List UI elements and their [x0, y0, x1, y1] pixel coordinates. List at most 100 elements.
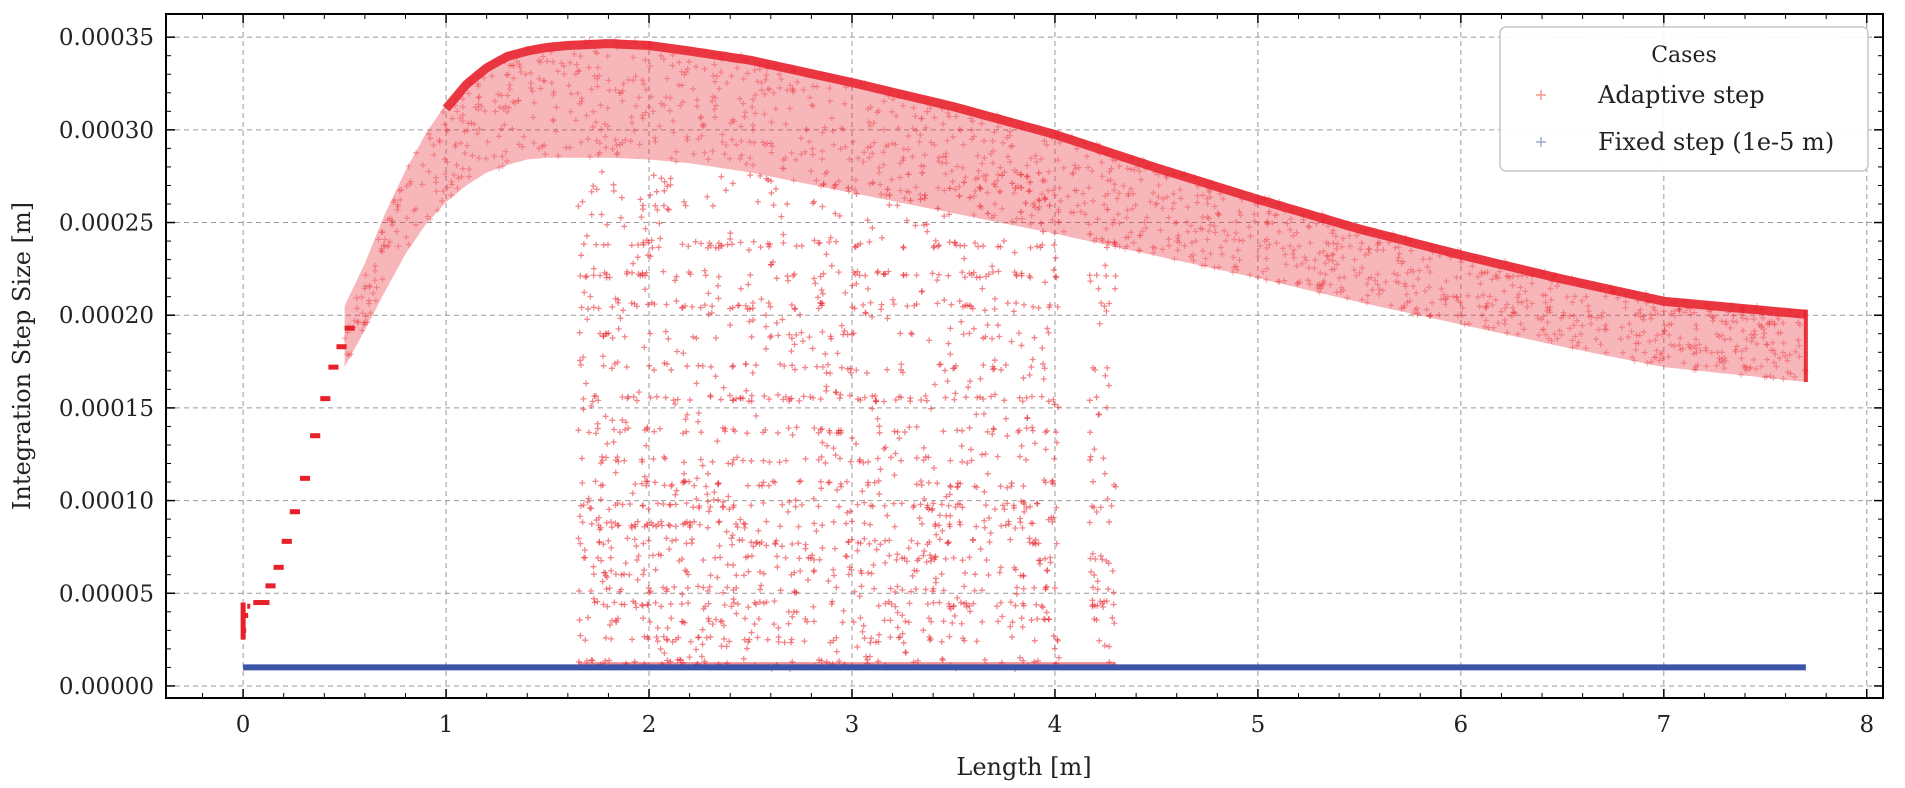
adaptive-point	[903, 188, 910, 195]
adaptive-point	[1187, 222, 1194, 229]
adaptive-point	[818, 453, 825, 460]
adaptive-point	[632, 481, 639, 488]
adaptive-point	[979, 160, 986, 167]
adaptive-point	[1619, 349, 1626, 356]
adaptive-point	[746, 138, 753, 145]
adaptive-point	[935, 154, 942, 161]
adaptive-point	[1038, 393, 1045, 400]
adaptive-point	[903, 217, 910, 224]
adaptive-point	[1542, 299, 1549, 306]
adaptive-point	[921, 495, 928, 502]
adaptive-point	[1330, 240, 1337, 247]
adaptive-point	[1114, 195, 1121, 202]
adaptive-point	[621, 601, 628, 608]
adaptive-point	[515, 97, 522, 104]
adaptive-point	[1582, 345, 1589, 352]
adaptive-point	[616, 141, 623, 148]
adaptive-point	[705, 470, 712, 477]
adaptive-point	[1251, 218, 1258, 225]
adaptive-point	[871, 139, 878, 146]
adaptive-point	[1026, 273, 1033, 280]
adaptive-band-area	[344, 39, 1806, 382]
adaptive-point	[1544, 307, 1551, 314]
adaptive-point	[645, 635, 652, 642]
adaptive-point	[616, 429, 623, 436]
adaptive-point	[604, 241, 611, 248]
adaptive-point	[379, 229, 386, 236]
adaptive-point	[555, 152, 562, 159]
adaptive-point	[822, 459, 829, 466]
adaptive-point	[1006, 132, 1013, 139]
adaptive-point	[1100, 455, 1107, 462]
adaptive-point	[1051, 192, 1058, 199]
adaptive-point	[1571, 293, 1578, 300]
adaptive-point	[1547, 304, 1554, 311]
adaptive-point	[1120, 182, 1127, 189]
adaptive-point	[745, 281, 752, 288]
adaptive-point	[1020, 585, 1027, 592]
adaptive-point	[1351, 266, 1358, 273]
legend-label-fixed: Fixed step (1e-5 m)	[1598, 128, 1834, 156]
adaptive-point	[792, 503, 799, 510]
adaptive-point	[798, 135, 805, 142]
adaptive-point	[1199, 192, 1206, 199]
adaptive-point	[594, 64, 601, 71]
adaptive-point	[475, 83, 482, 90]
adaptive-point	[991, 306, 998, 313]
adaptive-point	[777, 361, 784, 368]
adaptive-point	[1763, 373, 1770, 380]
adaptive-point	[1641, 349, 1648, 356]
adaptive-point	[1585, 313, 1592, 320]
adaptive-point	[907, 330, 914, 337]
adaptive-point	[542, 151, 549, 158]
adaptive-point	[1019, 398, 1026, 405]
adaptive-point	[1709, 317, 1716, 324]
adaptive-point	[882, 600, 889, 607]
adaptive-point	[693, 103, 700, 110]
adaptive-point	[1676, 341, 1683, 348]
adaptive-point	[1013, 169, 1020, 176]
adaptive-point	[782, 457, 789, 464]
adaptive-point	[982, 273, 989, 280]
adaptive-point	[527, 70, 534, 77]
adaptive-point	[752, 92, 759, 99]
adaptive-point	[796, 397, 803, 404]
adaptive-point	[806, 94, 813, 101]
adaptive-point	[622, 426, 629, 433]
adaptive-point	[621, 457, 628, 464]
adaptive-point	[1215, 264, 1222, 271]
adaptive-point	[875, 477, 882, 484]
adaptive-point	[642, 57, 649, 64]
adaptive-point	[619, 501, 626, 508]
adaptive-point	[1074, 202, 1081, 209]
adaptive-point	[575, 427, 582, 434]
adaptive-point	[425, 168, 432, 175]
adaptive-point	[1319, 281, 1326, 288]
adaptive-point	[1330, 227, 1337, 234]
adaptive-point	[1019, 524, 1026, 531]
adaptive-point	[433, 179, 440, 186]
adaptive-point	[1254, 274, 1261, 281]
adaptive-point	[957, 127, 964, 134]
adaptive-point	[645, 602, 652, 609]
adaptive-point	[876, 429, 883, 436]
adaptive-point	[594, 554, 601, 561]
adaptive-point	[1171, 220, 1178, 227]
adaptive-point	[673, 158, 680, 165]
adaptive-point	[354, 305, 361, 312]
adaptive-point	[1160, 195, 1167, 202]
adaptive-point	[887, 617, 894, 624]
adaptive-point	[1376, 286, 1383, 293]
adaptive-point	[668, 366, 675, 373]
adaptive-point	[568, 90, 575, 97]
adaptive-point	[715, 282, 722, 289]
adaptive-point	[481, 108, 488, 115]
adaptive-point	[1020, 483, 1027, 490]
adaptive-point	[797, 478, 804, 485]
adaptive-point	[639, 458, 646, 465]
adaptive-point	[881, 617, 888, 624]
adaptive-point	[652, 134, 659, 141]
adaptive-point	[1273, 239, 1280, 246]
adaptive-point	[754, 634, 761, 641]
adaptive-point	[995, 123, 1002, 130]
